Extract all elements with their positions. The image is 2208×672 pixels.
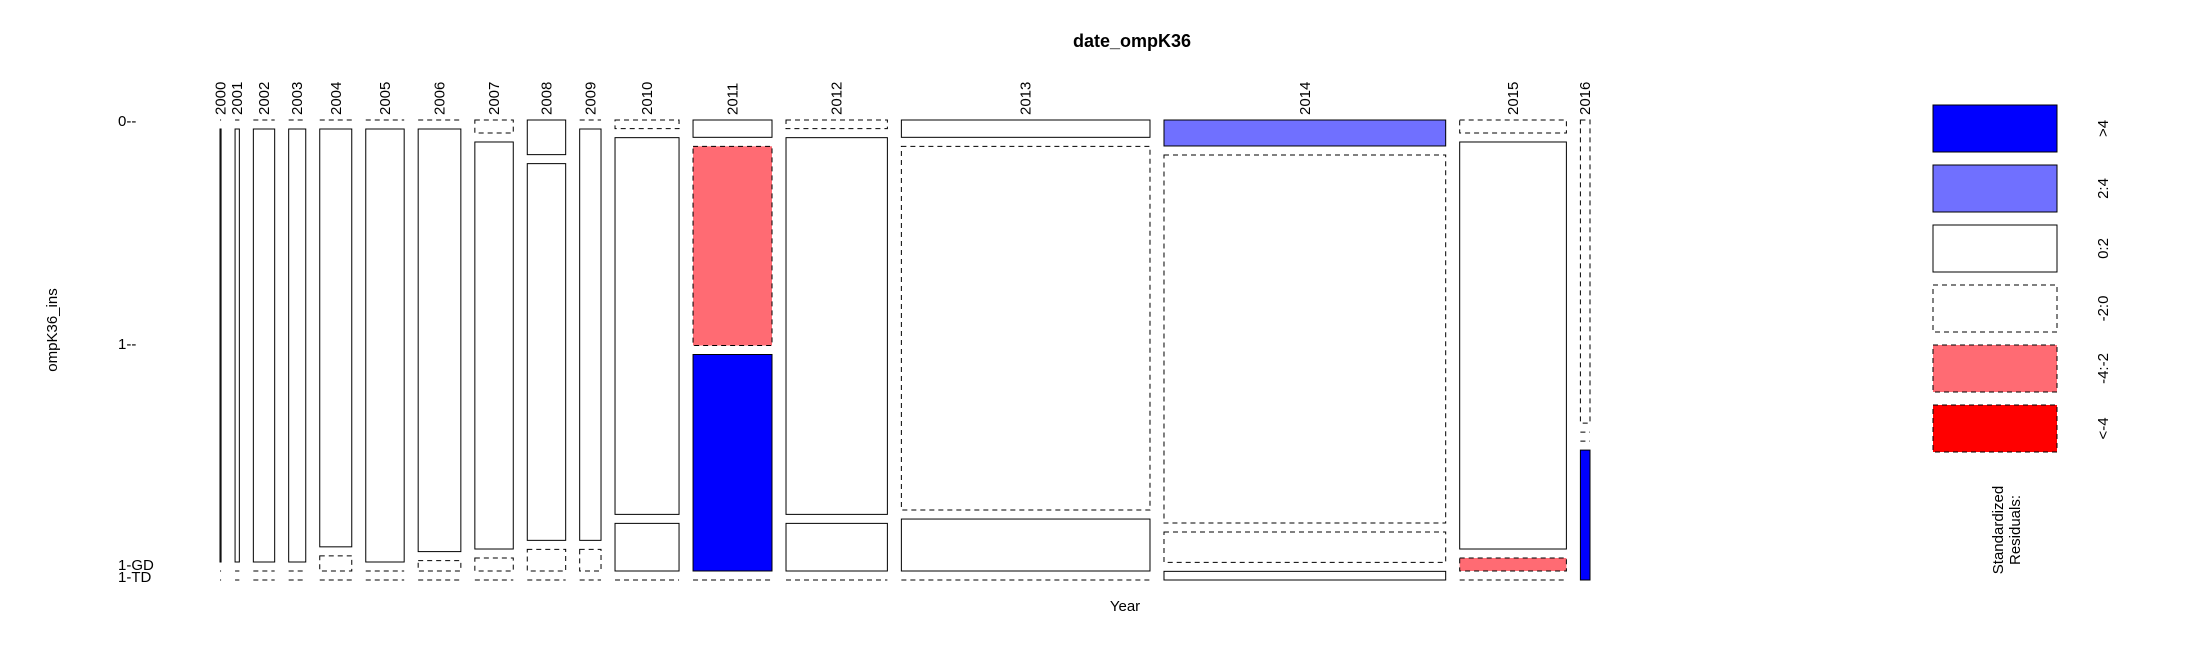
legend-label-pos-0-2: 0:2: [2095, 238, 2112, 259]
column-label-2015: 2015: [1505, 82, 1522, 115]
tile-2008-1-GD: [526, 548, 567, 572]
tile-2004-1: [319, 128, 353, 548]
tile-2008-1: [526, 163, 567, 541]
y-axis-label: ompK36_ins: [44, 288, 61, 371]
column-labels: 2000 2001 2002 2003 2004 2005 2006 2007 2008 2009…: [213, 82, 1595, 115]
tile-2007-1: [474, 141, 514, 550]
tile-2007-0: [474, 119, 514, 134]
column-label-2006: 2006: [432, 82, 449, 115]
legend-swatch-neg-4: [1932, 404, 2058, 453]
tile-2016-1-TD: [1579, 449, 1591, 581]
column-label-2013: 2013: [1018, 82, 1035, 115]
y-tick-label-1-gd: 1-GD: [118, 557, 154, 574]
tile-2016-0: [1579, 119, 1591, 424]
tile-2013-1-GD: [900, 518, 1151, 572]
tile-2011-0: [692, 119, 773, 138]
legend-label-pos-4: >4: [2095, 120, 2112, 137]
tile-2009-1-GD: [579, 548, 602, 572]
tile-2014-0: [1163, 119, 1447, 147]
legend-title-line2: Residuals:: [2007, 495, 2024, 565]
tile-2014-1-GD: [1163, 531, 1447, 563]
legend-label-pos-2-4: 2:4: [2095, 178, 2112, 199]
column-label-2005: 2005: [377, 82, 394, 115]
tile-2012-1-GD: [785, 522, 888, 572]
legend-swatch-pos-0-2: [1932, 224, 2058, 273]
legend-swatch-pos-4: [1932, 104, 2058, 153]
tile-2006-1: [417, 128, 462, 553]
tile-2002-1: [252, 128, 276, 563]
legend-swatch-neg-2-4: [1932, 344, 2058, 393]
legend-label-neg-0-2: -2:0: [2095, 296, 2112, 322]
legend-swatch-pos-2-4: [1932, 164, 2058, 213]
column-label-2016: 2016: [1577, 82, 1594, 115]
tile-2013-1: [900, 145, 1151, 511]
chart-title: date_ompK36: [1073, 31, 1191, 51]
tile-2007-1-GD: [474, 557, 514, 572]
tile-2011-1-GD: [692, 354, 773, 572]
tile-2015-1-GD: [1459, 557, 1567, 572]
column-label-2004: 2004: [328, 82, 345, 115]
tile-2010-1-GD: [614, 522, 680, 572]
column-label-2000: 2000: [213, 82, 230, 115]
legend-swatch-neg-0-2: [1932, 284, 2058, 333]
column-label-2007: 2007: [486, 82, 503, 115]
y-tick-label-0: 0--: [118, 113, 136, 130]
column-label-2014: 2014: [1297, 82, 1314, 115]
tile-2004-1-GD: [319, 555, 353, 572]
tile-2009-1: [579, 128, 602, 541]
tile-2011-1: [692, 145, 773, 346]
tile-2014-1-TD: [1163, 570, 1447, 581]
tile-2012-1: [785, 137, 888, 515]
tile-2003-1: [288, 128, 307, 563]
tile-2014-1: [1163, 154, 1447, 524]
tile-2006-1-GD: [417, 560, 462, 572]
column-label-2011: 2011: [725, 83, 742, 115]
legend-label-neg-4: <-4: [2095, 417, 2112, 439]
column-label-2008: 2008: [538, 82, 555, 115]
tile-2010-1: [614, 137, 680, 515]
legend: >4 2:4 0:2 -2:0 -4:-2 <-4: [1932, 104, 2112, 453]
x-axis-label: Year: [1110, 598, 1140, 615]
tile-2013-0: [900, 119, 1151, 138]
column-label-2009: 2009: [582, 82, 599, 115]
tile-2010-0: [614, 119, 680, 130]
column-label-2001: 2001: [229, 82, 246, 115]
tile-2001-1: [234, 128, 240, 563]
tile-2012-0: [785, 119, 888, 130]
legend-label-neg-2-4: -4:-2: [2095, 353, 2112, 384]
tile-2000-1: [219, 128, 222, 563]
legend-title-line1: Standardized: [1990, 486, 2007, 574]
column-label-2012: 2012: [829, 82, 846, 115]
tile-2015-0: [1459, 119, 1567, 134]
y-tick-label-1: 1--: [118, 336, 136, 353]
column-label-2002: 2002: [256, 82, 273, 115]
column-label-2010: 2010: [639, 82, 656, 115]
tile-2005-1: [365, 128, 405, 563]
tile-2015-1: [1459, 141, 1567, 550]
column-label-2003: 2003: [289, 82, 306, 115]
mosaic-tiles: [219, 119, 1591, 581]
y-tick-label-1-td: 1-TD: [118, 569, 152, 586]
tile-2008-0: [526, 119, 567, 156]
